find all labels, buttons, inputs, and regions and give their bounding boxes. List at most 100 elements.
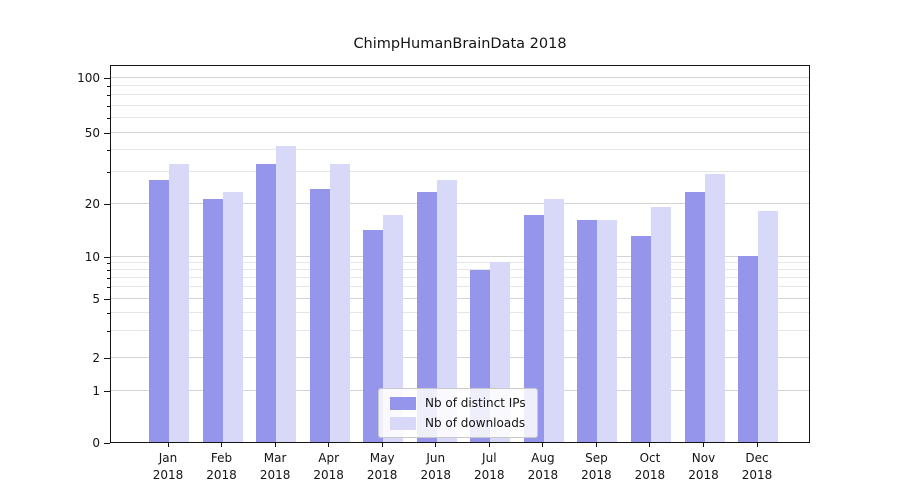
major-gridline	[111, 131, 809, 133]
x-tick-label: Aug 2018	[511, 450, 575, 484]
x-tick-label-line: Oct	[639, 451, 661, 465]
y-minor-tick	[107, 118, 110, 120]
y-minor-tick	[107, 331, 110, 333]
y-minor-tick	[107, 85, 110, 87]
y-tick-label: 0	[92, 436, 100, 450]
bar-distinct-ips	[202, 199, 223, 442]
x-tick-label-line: Aug	[531, 451, 555, 465]
x-tick	[649, 443, 651, 447]
bar-distinct-ips	[149, 179, 169, 442]
x-tick-label-line: Jan	[158, 451, 178, 465]
y-minor-tick	[107, 172, 110, 174]
x-tick-label-line: 2018	[527, 468, 559, 482]
x-tick-label: May 2018	[350, 450, 414, 484]
bar-distinct-ips	[416, 192, 437, 442]
x-tick-label-line: 2018	[366, 468, 398, 482]
bar-downloads	[383, 215, 404, 442]
minor-gridline	[111, 311, 809, 313]
x-tick	[221, 443, 223, 447]
y-minor-tick	[107, 287, 110, 289]
bar-distinct-ips	[577, 220, 598, 442]
x-tick	[595, 443, 597, 447]
minor-gridline	[111, 277, 809, 279]
bar-downloads	[650, 206, 671, 442]
major-gridline	[111, 356, 809, 358]
plot-area	[110, 65, 810, 443]
minor-gridline	[111, 286, 809, 288]
y-tick-label: 5	[92, 292, 100, 306]
x-tick-label-line: Jul	[482, 451, 497, 465]
legend-label: Nb of distinct IPs	[425, 396, 526, 410]
y-tick	[104, 442, 110, 444]
x-tick-label: Oct 2018	[618, 450, 682, 484]
x-tick-label: Dec 2018	[725, 450, 789, 484]
minor-gridline	[111, 104, 809, 106]
y-minor-tick	[107, 105, 110, 107]
legend: Nb of distinct IPs Nb of downloads	[378, 388, 538, 438]
bar-downloads	[169, 164, 189, 442]
x-tick-label: Apr 2018	[297, 450, 361, 484]
x-tick-label-line: May	[369, 451, 395, 465]
x-tick	[756, 443, 758, 447]
y-tick-label: 2	[92, 351, 100, 365]
x-tick-label-line: 2018	[688, 468, 719, 482]
x-tick	[542, 443, 544, 447]
y-minor-tick	[107, 262, 110, 264]
x-tick-label-line: 2018	[634, 468, 666, 482]
y-tick	[104, 132, 110, 134]
x-tick-label: Feb 2018	[190, 450, 254, 484]
minor-gridline	[111, 148, 809, 150]
x-tick-label-line: 2018	[420, 468, 452, 482]
x-tick-label-line: Dec	[745, 451, 769, 465]
x-tick-label: Jan 2018	[136, 450, 200, 484]
y-tick-label: 1	[92, 384, 100, 398]
x-tick-label-line: Apr	[318, 451, 340, 465]
major-gridline	[111, 297, 809, 299]
bar-downloads	[543, 199, 564, 442]
bar-downloads	[276, 145, 297, 442]
x-tick-label: Sep 2018	[564, 450, 628, 484]
y-tick	[104, 390, 110, 392]
y-minor-tick	[107, 312, 110, 314]
x-tick-label: Jun 2018	[404, 450, 468, 484]
y-minor-tick	[107, 149, 110, 151]
x-tick-label-line: 2018	[313, 468, 344, 482]
minor-gridline	[111, 117, 809, 119]
x-tick-label-line: 2018	[206, 468, 237, 482]
x-tick	[703, 443, 704, 447]
bar-distinct-ips	[738, 256, 759, 442]
bar-distinct-ips	[684, 192, 705, 442]
bar-downloads	[436, 179, 457, 442]
x-tick-label-line: Jun	[426, 451, 446, 465]
y-tick-label: 100	[77, 71, 100, 85]
y-minor-tick	[107, 278, 110, 280]
x-tick	[381, 443, 383, 447]
legend-swatch	[390, 396, 416, 410]
x-tick-label: Mar 2018	[243, 450, 307, 484]
y-tick	[104, 203, 110, 205]
major-gridline	[111, 255, 809, 257]
x-tick-label-line: 2018	[152, 468, 184, 482]
y-tick	[104, 298, 110, 300]
bar-distinct-ips	[630, 235, 651, 442]
x-tick-label-line: Nov	[691, 451, 716, 465]
minor-gridline	[111, 94, 809, 96]
major-gridline	[111, 202, 809, 204]
bar-downloads	[222, 192, 243, 442]
x-tick	[167, 443, 169, 447]
chart-title: ChimpHumanBrainData 2018	[353, 36, 567, 52]
x-tick-label: Nov 2018	[672, 450, 736, 484]
x-tick	[328, 443, 330, 447]
y-tick-label: 20	[84, 197, 100, 211]
y-tick	[104, 77, 110, 79]
x-tick-label-line: 2018	[581, 468, 612, 482]
minor-gridline	[111, 330, 809, 332]
x-tick-label-line: 2018	[474, 468, 505, 482]
y-minor-tick	[107, 270, 110, 272]
bar-distinct-ips	[256, 164, 277, 442]
bar-downloads	[704, 174, 725, 442]
legend-item: Nb of downloads	[390, 416, 526, 430]
bar-distinct-ips	[523, 215, 544, 442]
y-tick	[104, 256, 110, 258]
